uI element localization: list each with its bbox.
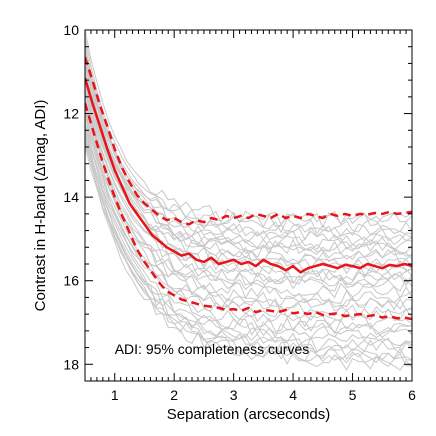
individual-curve-28 <box>85 72 412 256</box>
individual-curve-32 <box>85 43 412 229</box>
x-tick-label: 6 <box>408 387 416 403</box>
individual-curve-26 <box>85 142 412 367</box>
individual-curves <box>85 30 412 371</box>
individual-curve-33 <box>85 54 412 239</box>
x-axis-title: Separation (arcseconds) <box>167 406 330 423</box>
individual-curve-6 <box>85 59 412 257</box>
individual-curve-13 <box>85 87 412 286</box>
individual-curve-35 <box>85 132 412 364</box>
y-tick-label: 16 <box>63 273 79 289</box>
summary-curves <box>85 56 412 321</box>
individual-curve-3 <box>85 45 412 242</box>
individual-curve-5 <box>85 54 412 251</box>
annotation-text: ADI: 95% completeness curves <box>115 341 310 357</box>
individual-curve-23 <box>85 130 412 349</box>
individual-curve-22 <box>85 125 412 342</box>
x-tick-label: 3 <box>230 387 238 403</box>
individual-curve-16 <box>85 99 412 304</box>
individual-curve-30 <box>85 96 412 313</box>
y-tick-label: 18 <box>63 356 79 372</box>
individual-curve-29 <box>85 84 412 288</box>
individual-curve-8 <box>85 66 412 266</box>
individual-curve-15 <box>85 97 412 299</box>
individual-curve-34 <box>85 123 412 353</box>
plot-frame <box>84 29 413 382</box>
y-tick-label: 10 <box>63 22 79 38</box>
individual-curve-20 <box>85 116 412 330</box>
individual-curve-4 <box>85 50 412 246</box>
individual-curve-25 <box>85 138 412 361</box>
individual-curve-9 <box>85 70 412 269</box>
median-curve <box>85 77 412 274</box>
individual-curve-27 <box>85 145 412 371</box>
y-tick-label: 14 <box>63 189 79 205</box>
x-tick-label: 4 <box>289 387 297 403</box>
x-tick-label: 2 <box>170 387 178 403</box>
individual-curve-2 <box>85 36 412 235</box>
individual-curve-7 <box>85 62 412 260</box>
individual-curve-14 <box>85 91 412 292</box>
individual-curve-1 <box>85 30 412 226</box>
x-tick-label: 1 <box>111 387 119 403</box>
x-tick-label: 5 <box>349 387 357 403</box>
percentile-curve-2 <box>85 102 412 321</box>
percentile-curve-1 <box>85 56 412 226</box>
individual-curve-31 <box>85 113 412 338</box>
y-tick-label: 12 <box>63 106 79 122</box>
individual-curve-17 <box>85 104 412 311</box>
y-axis-title: Contrast in H-band (Δmag, ADI) <box>32 100 49 312</box>
individual-curve-21 <box>85 122 412 336</box>
